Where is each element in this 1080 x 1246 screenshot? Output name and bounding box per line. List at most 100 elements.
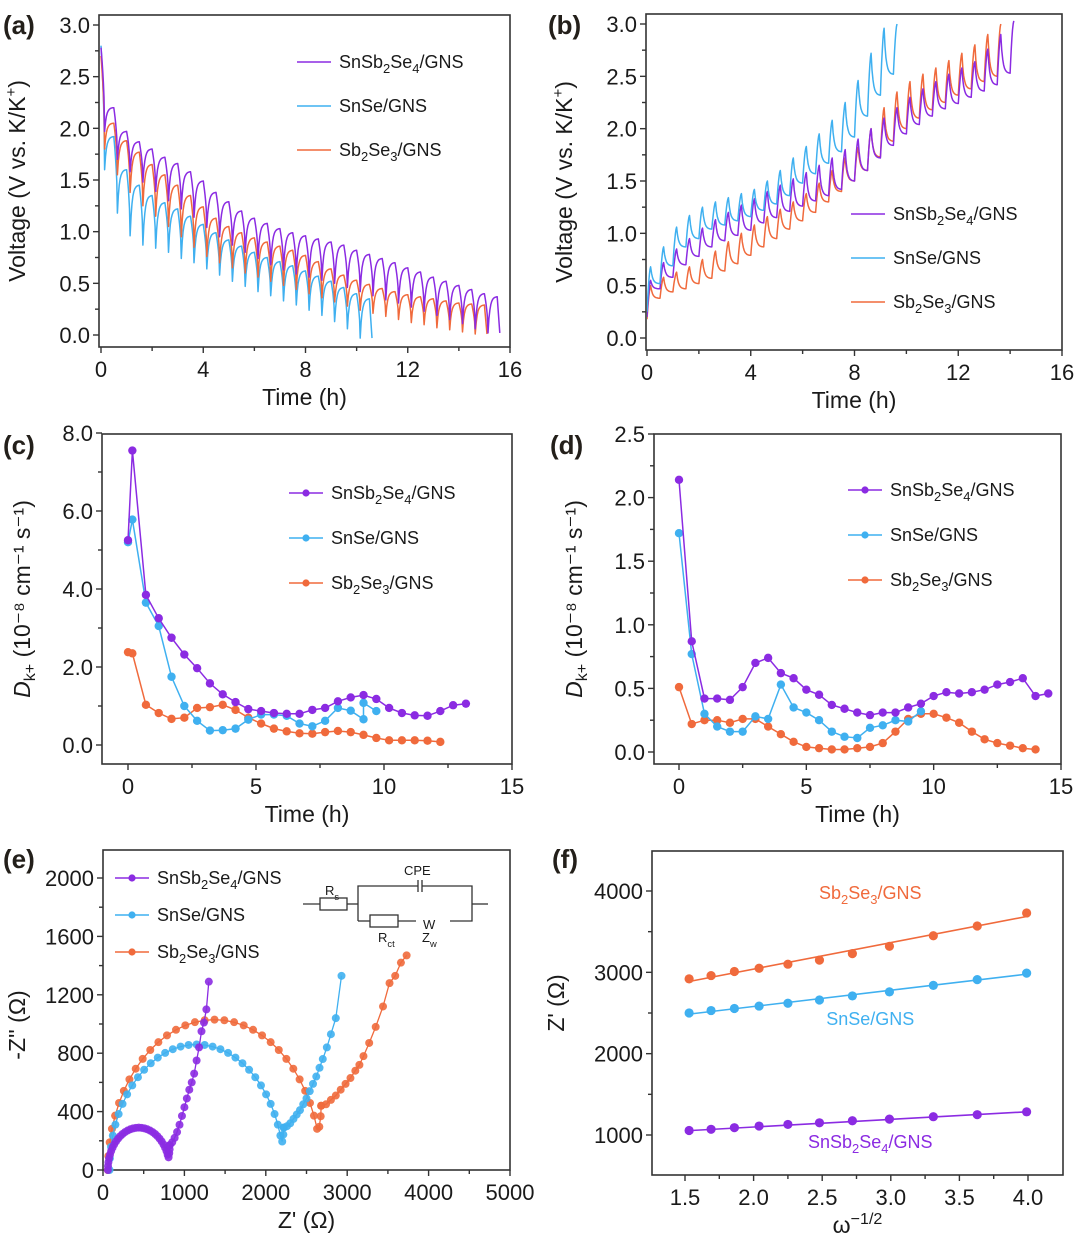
x-tick-label: 16	[1050, 360, 1074, 385]
data-point	[181, 1021, 190, 1030]
x-axis-title: Time (h)	[815, 801, 900, 827]
data-point	[180, 1103, 189, 1112]
y-tick-label: 2.5	[606, 64, 637, 89]
data-point	[205, 702, 215, 712]
y-tick-label: 0.0	[62, 733, 93, 758]
x-tick-label: 5000	[486, 1180, 535, 1205]
wire	[422, 885, 473, 922]
formula-part: Sb	[819, 883, 841, 903]
panel-label: (b)	[548, 10, 581, 40]
subscript: 2	[934, 489, 941, 504]
data-point	[205, 726, 215, 735]
x-tick-label: 1.5	[670, 1185, 701, 1210]
data-point	[295, 1106, 304, 1115]
legend-label: Sb2Se3/GNS	[157, 942, 260, 966]
data-point	[1018, 743, 1027, 753]
data-point	[1022, 968, 1032, 978]
formula-part: Se	[919, 570, 941, 590]
data-point	[187, 1078, 196, 1087]
y-tick-label: 1.5	[59, 168, 90, 193]
data-point	[385, 979, 394, 988]
data-point	[123, 1090, 132, 1099]
data-point	[256, 719, 266, 728]
data-point	[180, 701, 189, 711]
data-point	[282, 727, 291, 736]
y-tick-label: 400	[57, 1100, 94, 1125]
data-point	[972, 975, 982, 985]
panel-label: (a)	[3, 10, 35, 40]
data-point	[128, 1081, 137, 1090]
data-point	[776, 729, 786, 739]
legend-item-Sb2Se3: Sb2Se3/GNS	[851, 292, 996, 316]
x-tick-label: 12	[946, 360, 970, 385]
data-point	[218, 690, 227, 699]
data-point	[738, 727, 747, 736]
formula-part: Z	[422, 930, 430, 945]
data-point	[436, 706, 445, 716]
data-point	[146, 1045, 155, 1054]
panel-d: 0 5 10 15 0.0 0.5 1.0 1.5 2.0 2.5 (d) Time (h) Dk+ (…	[550, 422, 1073, 827]
x-axis-title: Time (h)	[812, 387, 897, 413]
legend-item-Sb2Se3: Sb2Se3/GNS	[289, 573, 434, 597]
data-point	[295, 729, 304, 738]
data-point	[173, 1128, 182, 1137]
data-point	[114, 1110, 123, 1119]
legend-item-SnSb2Se4: SnSb2Se4/GNS	[297, 52, 464, 76]
data-point	[674, 682, 684, 692]
data-point	[729, 1123, 739, 1133]
panel-b: 0 4 8 12 16 0.0 0.5 1.0 1.5 2.0 2.5 3.0 (b) Time (h) V…	[548, 10, 1074, 413]
data-point	[190, 1069, 199, 1078]
x-tick-label: 4.0	[1013, 1185, 1044, 1210]
plot-frame	[645, 13, 1063, 351]
y-tick-label: 0.0	[606, 326, 637, 351]
y-tick-label: 8.0	[62, 421, 93, 446]
data-point	[423, 736, 432, 745]
subscript: 4	[963, 489, 970, 504]
x-tick-label: 15	[1049, 774, 1073, 799]
data-point	[684, 1125, 694, 1136]
formula-part: SnSe/GNS	[893, 248, 981, 268]
data-point	[972, 921, 982, 931]
subscript: 3	[382, 582, 389, 597]
data-point	[725, 695, 735, 705]
x-tick-label: 3.0	[876, 1185, 907, 1210]
subscript: 4	[404, 492, 411, 507]
data-point	[333, 703, 343, 713]
data-point	[128, 515, 137, 524]
data-point	[814, 955, 825, 965]
data-point	[729, 966, 739, 977]
data-point	[684, 1008, 694, 1018]
formula-part: Sb	[890, 570, 912, 590]
data-point	[397, 736, 407, 745]
formula-part: SnSe/GNS	[339, 96, 427, 116]
data-point	[397, 708, 407, 718]
y-axis-title-text: Voltage (V vs. K/K	[551, 97, 577, 283]
data-point	[346, 1074, 355, 1083]
data-point	[244, 704, 253, 714]
panel-a: 0 4 8 12 16 0.0 0.5 1.0 1.5 2.0 2.5 3.0 (a) Time (h) V…	[3, 10, 522, 410]
data-point	[316, 1112, 325, 1121]
fit-line	[689, 973, 1027, 1015]
data-point	[954, 718, 964, 727]
data-point	[320, 703, 330, 713]
y-tick-label: 2000	[594, 1042, 643, 1067]
formula-part: Se	[382, 483, 404, 503]
data-point	[216, 1045, 225, 1054]
data-point	[853, 708, 862, 717]
data-point	[827, 727, 836, 736]
data-point	[954, 689, 964, 698]
y-axis-title-text: )	[551, 81, 577, 89]
y-tick-label: 4.0	[62, 577, 93, 602]
data-point	[309, 1111, 318, 1120]
y-axis-units: (10⁻⁸ cm⁻¹ s⁻¹)	[9, 500, 35, 664]
y-tick-label: 2000	[45, 866, 94, 891]
data-point	[436, 737, 445, 747]
formula-part: /GNS	[952, 292, 996, 312]
x-axis-symbol: ω	[833, 1212, 851, 1238]
data-point	[133, 1073, 142, 1082]
data-point	[706, 970, 716, 981]
data-point	[262, 1090, 271, 1099]
x-tick-label: 3000	[323, 1180, 372, 1205]
y-tick-label: 2.5	[614, 422, 645, 447]
data-point	[256, 706, 266, 716]
